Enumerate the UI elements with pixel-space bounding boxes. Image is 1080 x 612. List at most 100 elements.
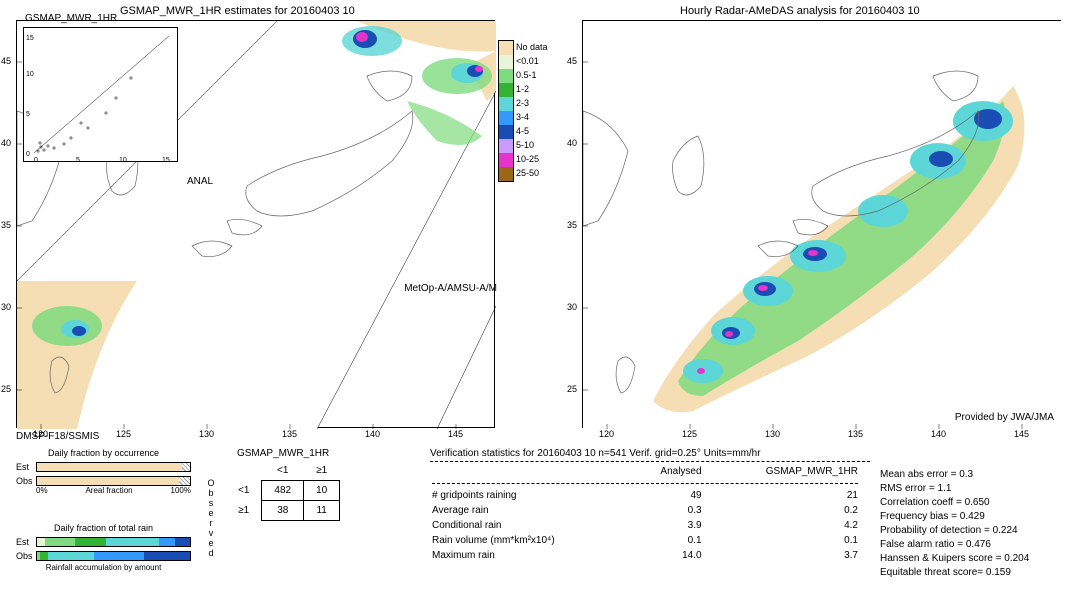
legend-swatch	[499, 125, 513, 139]
verif-header: Verification statistics for 20160403 10 …	[430, 448, 870, 459]
stat-analysed: 3.9	[634, 520, 711, 533]
stats-table: Analysed GSMAP_MWR_1HR # gridpoints rain…	[430, 464, 870, 565]
frac-rain-obs-label: Obs	[16, 551, 36, 561]
frac-occ-title: Daily fraction by occurrence	[16, 448, 191, 458]
left-map-title: GSMAP_MWR_1HR estimates for 20160403 10	[120, 5, 355, 17]
legend-swatch	[499, 69, 513, 83]
stat-model: 3.7	[714, 550, 868, 563]
legend-label: 1-2	[516, 82, 548, 96]
inset-title: GSMAP_MWR_1HR	[25, 13, 117, 24]
cont-c21: 38	[262, 501, 304, 521]
sat-label-bottom: DMSP-F18/SSMIS	[16, 431, 99, 442]
cont-row1: <1	[226, 481, 262, 501]
legend-swatch	[499, 55, 513, 69]
observed-label: Observed	[206, 478, 216, 558]
stat-model: 4.2	[714, 520, 868, 533]
right-map: 25 30 35 40 45 120 125 130 135 140 145 P…	[582, 20, 1061, 428]
right-map-title: Hourly Radar-AMeDAS analysis for 2016040…	[680, 5, 920, 17]
contingency-block: GSMAP_MWR_1HR <1≥1 <1 482 10 ≥1 38 11	[226, 448, 340, 521]
svg-text:0: 0	[26, 151, 30, 158]
legend-swatch	[499, 41, 513, 55]
right-ytick-1: 30	[567, 302, 577, 312]
right-ytick-0: 25	[567, 384, 577, 394]
stat-model: 21	[714, 490, 868, 503]
inset-anal-label: ANAL	[187, 176, 213, 187]
stats-col-model: GSMAP_MWR_1HR	[714, 466, 868, 479]
legend-label: 5-10	[516, 138, 548, 152]
frac-0: 0%	[36, 486, 48, 495]
side-stat: Mean abs error = 0.3	[880, 468, 1029, 482]
legend-swatch	[499, 83, 513, 97]
stats-col-analysed: Analysed	[634, 466, 711, 479]
cont-c11: 482	[262, 481, 304, 501]
side-stat: Equitable threat score= 0.159	[880, 566, 1029, 580]
left-ytick-1: 30	[1, 302, 11, 312]
stat-label: # gridpoints raining	[432, 490, 632, 503]
stat-label: Rain volume (mm*km²x10⁴)	[432, 535, 632, 548]
frac-rain-title: Daily fraction of total rain	[16, 523, 191, 533]
left-xtick-2: 130	[199, 429, 214, 439]
left-xtick-4: 140	[365, 429, 380, 439]
contingency-table: <1≥1 <1 482 10 ≥1 38 11	[226, 461, 340, 521]
right-ytick-2: 35	[567, 220, 577, 230]
right-xtick-3: 135	[848, 429, 863, 439]
legend-swatch	[499, 153, 513, 167]
stat-label: Maximum rain	[432, 550, 632, 563]
left-ytick-2: 35	[1, 220, 11, 230]
stat-analysed: 14.0	[634, 550, 711, 563]
side-stat: Correlation coeff = 0.650	[880, 496, 1029, 510]
side-stat: Hanssen & Kuipers score = 0.204	[880, 552, 1029, 566]
left-map: 25 30 35 40 45 120 125 130 135 140 145	[16, 20, 495, 428]
svg-text:10: 10	[119, 157, 127, 163]
side-stat: RMS error = 1.1	[880, 482, 1029, 496]
legend-label: 10-25	[516, 152, 548, 166]
legend-label: 2-3	[516, 96, 548, 110]
left-ytick-0: 25	[1, 384, 11, 394]
side-stat: Frequency bias = 0.429	[880, 510, 1029, 524]
left-ytick-3: 40	[1, 138, 11, 148]
frac-rain-footer: Rainfall accumulation by amount	[16, 563, 191, 572]
legend-swatch	[499, 111, 513, 125]
right-map-svg	[583, 21, 1062, 429]
stat-label: Average rain	[432, 505, 632, 518]
frac-100: 100%	[171, 486, 191, 495]
right-ytick-3: 40	[567, 138, 577, 148]
cont-title: GSMAP_MWR_1HR	[226, 448, 340, 459]
legend-label: <0.01	[516, 54, 548, 68]
stat-analysed: 0.1	[634, 535, 711, 548]
stat-model: 0.2	[714, 505, 868, 518]
fraction-rain: Daily fraction of total rain Est Obs Rai…	[16, 523, 191, 572]
svg-text:15: 15	[26, 35, 34, 42]
sat-label-1: MetOp-A/AMSU-A/M	[404, 283, 497, 294]
cont-c22: 11	[304, 501, 340, 521]
side-stat: False alarm ratio = 0.476	[880, 538, 1029, 552]
verif-block: Verification statistics for 20160403 10 …	[430, 448, 870, 565]
cont-row2: ≥1	[226, 501, 262, 521]
frac-mid: Areal fraction	[85, 486, 132, 495]
left-xtick-5: 145	[448, 429, 463, 439]
svg-text:0: 0	[34, 157, 38, 163]
left-xtick-3: 135	[282, 429, 297, 439]
legend-label: 0.5-1	[516, 68, 548, 82]
svg-text:5: 5	[76, 157, 80, 163]
cont-col1: <1	[262, 461, 304, 481]
side-stat: Probability of detection = 0.224	[880, 524, 1029, 538]
provider-label: Provided by JWA/JMA	[955, 412, 1054, 423]
stat-analysed: 49	[634, 490, 711, 503]
legend-swatch	[499, 97, 513, 111]
right-xtick-2: 130	[765, 429, 780, 439]
stat-model: 0.1	[714, 535, 868, 548]
right-ytick-4: 45	[567, 56, 577, 66]
cont-c12: 10	[304, 481, 340, 501]
stats-side: Mean abs error = 0.3RMS error = 1.1Corre…	[880, 468, 1029, 580]
right-xtick-5: 145	[1014, 429, 1029, 439]
frac-occ-est-label: Est	[16, 462, 36, 472]
right-xtick-0: 120	[599, 429, 614, 439]
right-xtick-4: 140	[931, 429, 946, 439]
legend-label: 4-5	[516, 124, 548, 138]
fraction-occurrence: Daily fraction by occurrence Est Obs 0% …	[16, 448, 191, 495]
stat-label: Conditional rain	[432, 520, 632, 533]
legend-label: No data	[516, 40, 548, 54]
svg-text:5: 5	[26, 111, 30, 118]
frac-occ-obs-label: Obs	[16, 476, 36, 486]
